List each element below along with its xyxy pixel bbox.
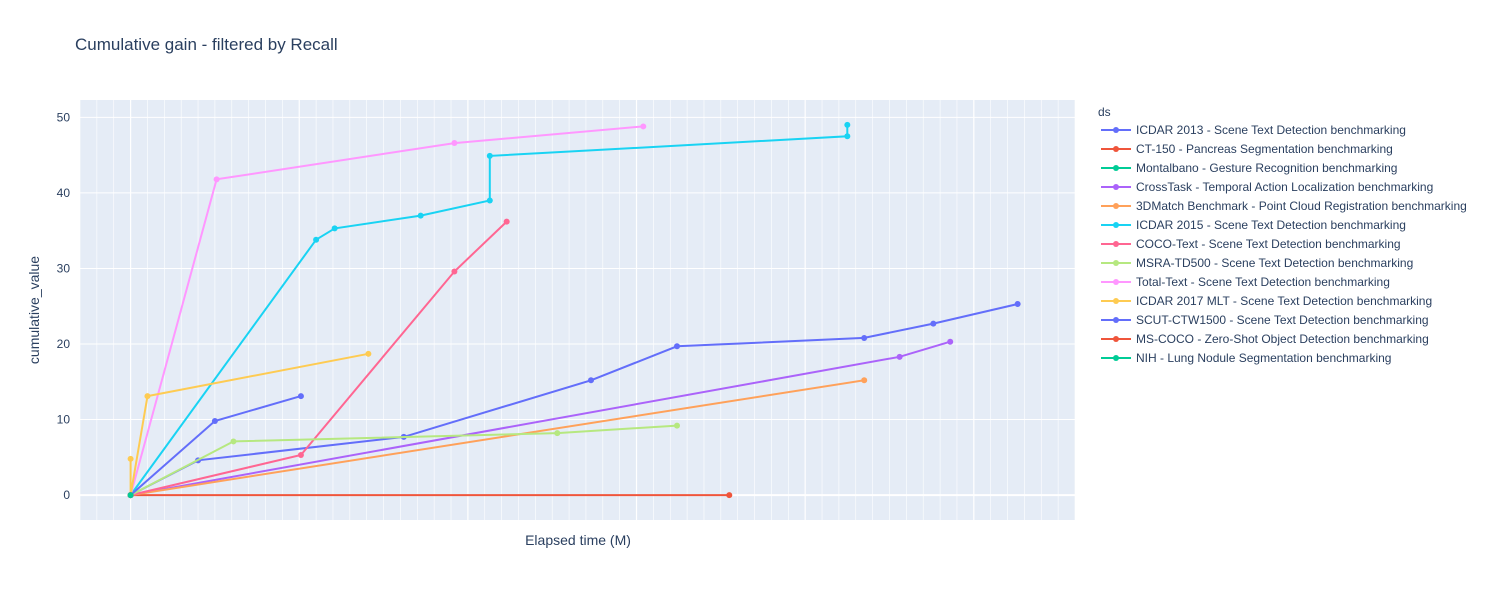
series-line	[130, 379, 865, 497]
series-5	[127, 121, 851, 499]
legend-swatch-marker	[1113, 203, 1119, 209]
legend-item[interactable]: ICDAR 2013 - Scene Text Detection benchm…	[1101, 123, 1406, 137]
data-point[interactable]	[844, 133, 851, 140]
legend-item[interactable]: NIH - Lung Nodule Segmentation benchmark…	[1101, 351, 1391, 365]
y-tick-label: 40	[57, 186, 71, 200]
series-layer	[127, 121, 1021, 499]
plot-area	[80, 100, 1075, 520]
legend-item[interactable]: ICDAR 2015 - Scene Text Detection benchm…	[1101, 218, 1406, 232]
series-line	[130, 424, 678, 496]
data-point[interactable]	[726, 492, 733, 499]
legend-swatch-marker	[1113, 165, 1119, 171]
legend-label: Montalbano - Gesture Recognition benchma…	[1136, 161, 1397, 175]
data-point[interactable]	[930, 320, 937, 327]
y-tick-label: 20	[57, 337, 71, 351]
data-point[interactable]	[144, 393, 151, 400]
legend-label: MSRA-TD500 - Scene Text Detection benchm…	[1136, 256, 1413, 270]
legend-swatch-marker	[1113, 146, 1119, 152]
data-point[interactable]	[297, 393, 304, 400]
legend-item[interactable]: MS-COCO - Zero-Shot Object Detection ben…	[1101, 332, 1429, 346]
legend-swatch-marker	[1113, 279, 1119, 285]
data-point[interactable]	[844, 121, 851, 128]
legend-item[interactable]: Total-Text - Scene Text Detection benchm…	[1101, 275, 1390, 289]
data-point[interactable]	[297, 452, 304, 459]
legend-label: SCUT-CTW1500 - Scene Text Detection benc…	[1136, 313, 1429, 327]
data-point[interactable]	[451, 140, 458, 147]
data-point[interactable]	[486, 197, 493, 204]
data-point[interactable]	[451, 268, 458, 275]
data-point[interactable]	[503, 218, 510, 225]
legend-item[interactable]: SCUT-CTW1500 - Scene Text Detection benc…	[1101, 313, 1429, 327]
series-line	[130, 303, 1018, 496]
data-point[interactable]	[554, 430, 561, 437]
y-axis-ticks: 0 10 20 30 40 50	[57, 110, 71, 502]
legend-swatch-marker	[1113, 127, 1119, 133]
data-point[interactable]	[861, 334, 868, 341]
legend-item[interactable]: COCO-Text - Scene Text Detection benchma…	[1101, 237, 1401, 251]
data-point[interactable]	[587, 377, 594, 384]
legend-item[interactable]: CrossTask - Temporal Action Localization…	[1101, 180, 1433, 194]
x-axis-title: Elapsed time (M)	[525, 532, 631, 548]
legend-swatch-marker	[1113, 184, 1119, 190]
data-point[interactable]	[674, 343, 680, 350]
legend-swatch-marker	[1113, 241, 1119, 247]
legend-swatch-marker	[1113, 298, 1119, 304]
data-point[interactable]	[127, 455, 134, 462]
legend-swatch-marker	[1113, 222, 1119, 228]
legend-item[interactable]: CT-150 - Pancreas Segmentation benchmark…	[1101, 142, 1393, 156]
legend-label: Total-Text - Scene Text Detection benchm…	[1136, 275, 1390, 289]
data-point[interactable]	[331, 225, 338, 232]
legend-label: CT-150 - Pancreas Segmentation benchmark…	[1136, 142, 1393, 156]
legend-label: MS-COCO - Zero-Shot Object Detection ben…	[1136, 332, 1429, 346]
legend-item[interactable]: MSRA-TD500 - Scene Text Detection benchm…	[1101, 256, 1413, 270]
legend-title: ds	[1098, 105, 1111, 119]
legend-swatch-marker	[1113, 336, 1119, 342]
data-point[interactable]	[313, 236, 320, 243]
data-point[interactable]	[365, 350, 372, 357]
data-point[interactable]	[127, 492, 134, 499]
legend-swatch-marker	[1113, 317, 1119, 323]
series-line	[129, 352, 369, 496]
legend-label: ICDAR 2017 MLT - Scene Text Detection be…	[1136, 294, 1432, 308]
legend-label: ICDAR 2015 - Scene Text Detection benchm…	[1136, 218, 1406, 232]
data-point[interactable]	[417, 212, 424, 219]
data-point[interactable]	[486, 152, 493, 159]
legend-item[interactable]: ICDAR 2017 MLT - Scene Text Detection be…	[1101, 294, 1432, 308]
data-point[interactable]	[213, 176, 220, 183]
y-tick-label: 50	[57, 110, 71, 124]
legend-swatch-marker	[1113, 260, 1119, 266]
y-axis-title: cumulative_value	[26, 256, 42, 364]
y-tick-label: 0	[63, 488, 70, 502]
legend[interactable]: ds ICDAR 2013 - Scene Text Detection ben…	[1098, 105, 1467, 365]
series-line	[129, 125, 644, 496]
legend-item[interactable]: 3DMatch Benchmark - Point Cloud Registra…	[1101, 199, 1467, 213]
data-point[interactable]	[211, 418, 218, 425]
data-point[interactable]	[674, 422, 680, 429]
data-point[interactable]	[947, 338, 954, 345]
data-point[interactable]	[1014, 300, 1021, 307]
data-point[interactable]	[896, 353, 903, 360]
y-tick-label: 10	[57, 413, 71, 427]
series-line	[130, 220, 508, 497]
legend-label: CrossTask - Temporal Action Localization…	[1136, 180, 1433, 194]
legend-item[interactable]: Montalbano - Gesture Recognition benchma…	[1101, 161, 1397, 175]
chart-title: Cumulative gain - filtered by Recall	[75, 35, 338, 54]
legend-swatch-marker	[1113, 355, 1119, 361]
series-line	[129, 124, 849, 496]
grid-minor	[79, 100, 1076, 520]
y-tick-label: 30	[57, 261, 71, 275]
series-12	[127, 492, 134, 499]
legend-label: COCO-Text - Scene Text Detection benchma…	[1136, 237, 1401, 251]
data-point[interactable]	[861, 377, 868, 384]
data-point[interactable]	[640, 123, 647, 130]
legend-label: ICDAR 2013 - Scene Text Detection benchm…	[1136, 123, 1406, 137]
data-point[interactable]	[230, 438, 237, 445]
legend-label: NIH - Lung Nodule Segmentation benchmark…	[1136, 351, 1391, 365]
legend-label: 3DMatch Benchmark - Point Cloud Registra…	[1136, 199, 1467, 213]
